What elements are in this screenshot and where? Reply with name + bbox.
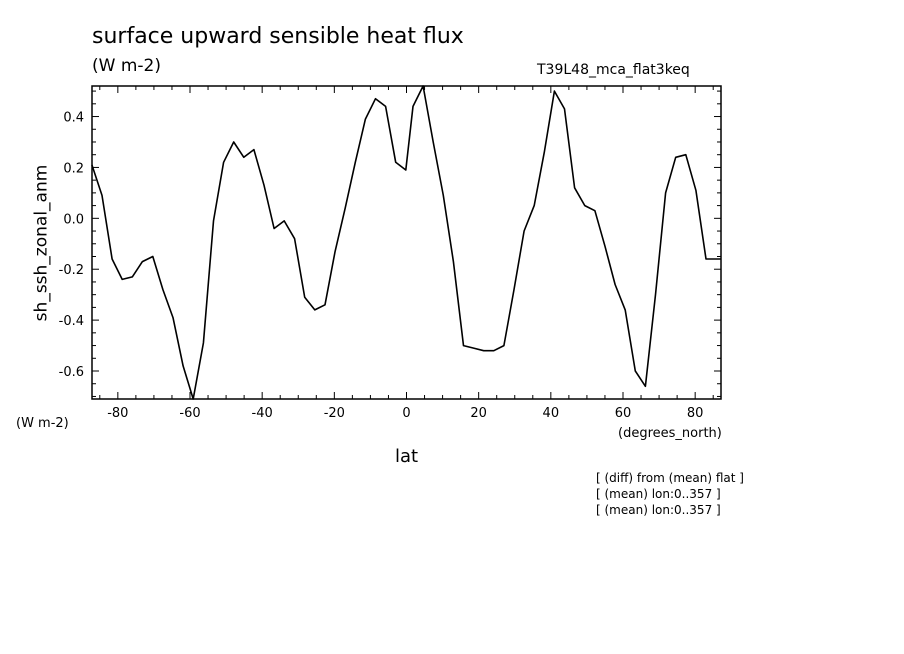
x-axis-label: lat [395,446,419,467]
x-tick-label: 80 [687,406,704,421]
axis-ticks [92,86,721,399]
y-tick-label: -0.6 [59,365,84,380]
y-axis-label: sh_ssh_zonal_anm [31,164,52,322]
x-tick-label: 40 [543,406,560,421]
plot-frame [91,85,722,400]
y-tick-label: 0.4 [63,111,84,126]
x-tick-label: -20 [324,406,345,421]
series-line [91,85,722,400]
y-tick-label: -0.2 [59,263,84,278]
chart-title: surface upward sensible heat flux [92,24,464,49]
x-tick-label: -80 [107,406,128,421]
run-label: T39L48_mca_flat3keq [537,62,690,78]
footnote-mean-1: [ (mean) lon:0..357 ] [596,487,721,501]
y-tick-label: -0.4 [59,314,84,329]
footnote-mean-2: [ (mean) lon:0..357 ] [596,503,721,517]
x-tick-label: -40 [252,406,273,421]
tick-labels: -80 -60 -40 -20 0 20 40 60 80 -0.6 -0.4 -0.2 0.0 0.2 0… [59,111,704,421]
footnote-diff: [ (diff) from (mean) flat ] [596,471,744,485]
x-tick-label: 60 [615,406,632,421]
y-units-label: (W m-2) [16,416,69,431]
chart-units: (W m-2) [92,56,161,76]
y-tick-label: 0.0 [63,212,84,227]
y-tick-label: 0.2 [63,161,84,176]
x-tick-label: 20 [470,406,487,421]
x-units-label: (degrees_north) [618,426,722,441]
x-tick-label: -60 [179,406,200,421]
x-tick-label: 0 [402,406,410,421]
